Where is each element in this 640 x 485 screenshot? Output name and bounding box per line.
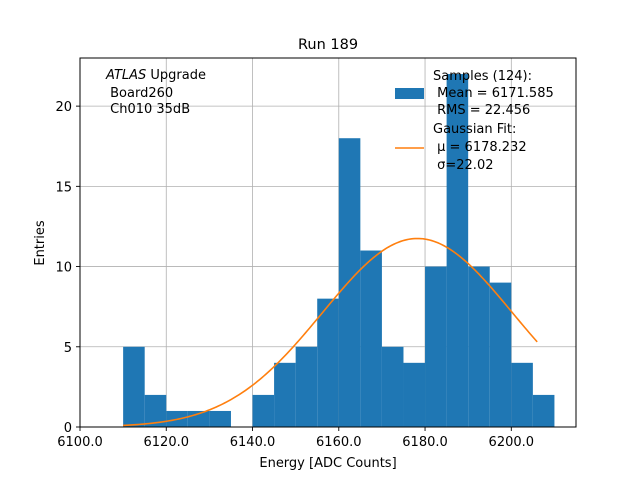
chart-title: Run 189 bbox=[298, 37, 358, 53]
histogram-bar bbox=[144, 394, 167, 427]
annotation-board: Board260 bbox=[106, 86, 173, 101]
legend: Samples (124): Mean = 6171.585 RMS = 22.… bbox=[395, 69, 554, 173]
annotation-upgrade: Upgrade bbox=[146, 68, 206, 83]
histogram-bar bbox=[425, 266, 447, 427]
plot-frame bbox=[79, 57, 577, 428]
y-axis-label: Entries bbox=[33, 220, 48, 266]
y-tick-label: 10 bbox=[55, 261, 72, 276]
legend-hist-label: Samples (124): bbox=[433, 69, 532, 84]
x-tick-label: 6200.0 bbox=[489, 435, 535, 450]
x-tick-label: 6160.0 bbox=[316, 435, 362, 450]
histogram-bar bbox=[511, 362, 533, 427]
legend-fit-label: Gaussian Fit: bbox=[433, 122, 516, 137]
annotation-atlas: ATLAS bbox=[105, 68, 146, 83]
histogram-bar bbox=[446, 74, 469, 427]
y-tick-label: 15 bbox=[55, 180, 72, 195]
x-tick-label: 6180.0 bbox=[402, 435, 448, 450]
histogram-bar bbox=[532, 394, 555, 427]
histogram-bar bbox=[489, 282, 512, 427]
y-axis-ticks: 0 5 10 15 20 bbox=[55, 100, 80, 436]
histogram-bar bbox=[381, 346, 404, 427]
histogram-bar bbox=[123, 346, 145, 427]
histogram-bar bbox=[295, 346, 318, 427]
histogram-bar bbox=[338, 138, 361, 427]
histogram-bar bbox=[252, 394, 275, 427]
x-tick-label: 6140.0 bbox=[230, 435, 276, 450]
x-axis-label: Energy [ADC Counts] bbox=[259, 456, 396, 471]
experiment-annotation: ATLAS Upgrade Board260 Ch010 35dB bbox=[105, 68, 206, 117]
gaussian-fit-curve bbox=[123, 237, 538, 427]
legend-fit-sigma: σ=22.02 bbox=[433, 158, 493, 173]
y-tick-label: 5 bbox=[64, 341, 72, 356]
histogram-bar bbox=[209, 410, 231, 427]
histogram-bars bbox=[123, 74, 555, 427]
legend-fit-mu: μ = 6178.232 bbox=[433, 140, 527, 155]
annotation-line-1: ATLAS Upgrade bbox=[105, 68, 206, 83]
y-tick-label: 20 bbox=[55, 100, 72, 115]
x-tick-label: 6100.0 bbox=[57, 435, 103, 450]
histogram-bar bbox=[360, 250, 382, 427]
annotation-channel: Ch010 35dB bbox=[106, 102, 190, 117]
histogram-bar bbox=[274, 362, 296, 427]
x-tick-label: 6120.0 bbox=[144, 435, 190, 450]
legend-hist-rms: RMS = 22.456 bbox=[433, 103, 530, 118]
histogram-bar bbox=[317, 298, 339, 427]
histogram-bar bbox=[468, 266, 490, 427]
legend-hist-mean: Mean = 6171.585 bbox=[433, 86, 554, 101]
histogram-bar bbox=[403, 362, 426, 427]
legend-histogram-swatch bbox=[395, 88, 424, 99]
y-tick-label: 0 bbox=[64, 421, 72, 436]
x-axis-ticks: 6100.0 6120.0 6140.0 6160.0 6180.0 6200.0 bbox=[57, 427, 534, 450]
